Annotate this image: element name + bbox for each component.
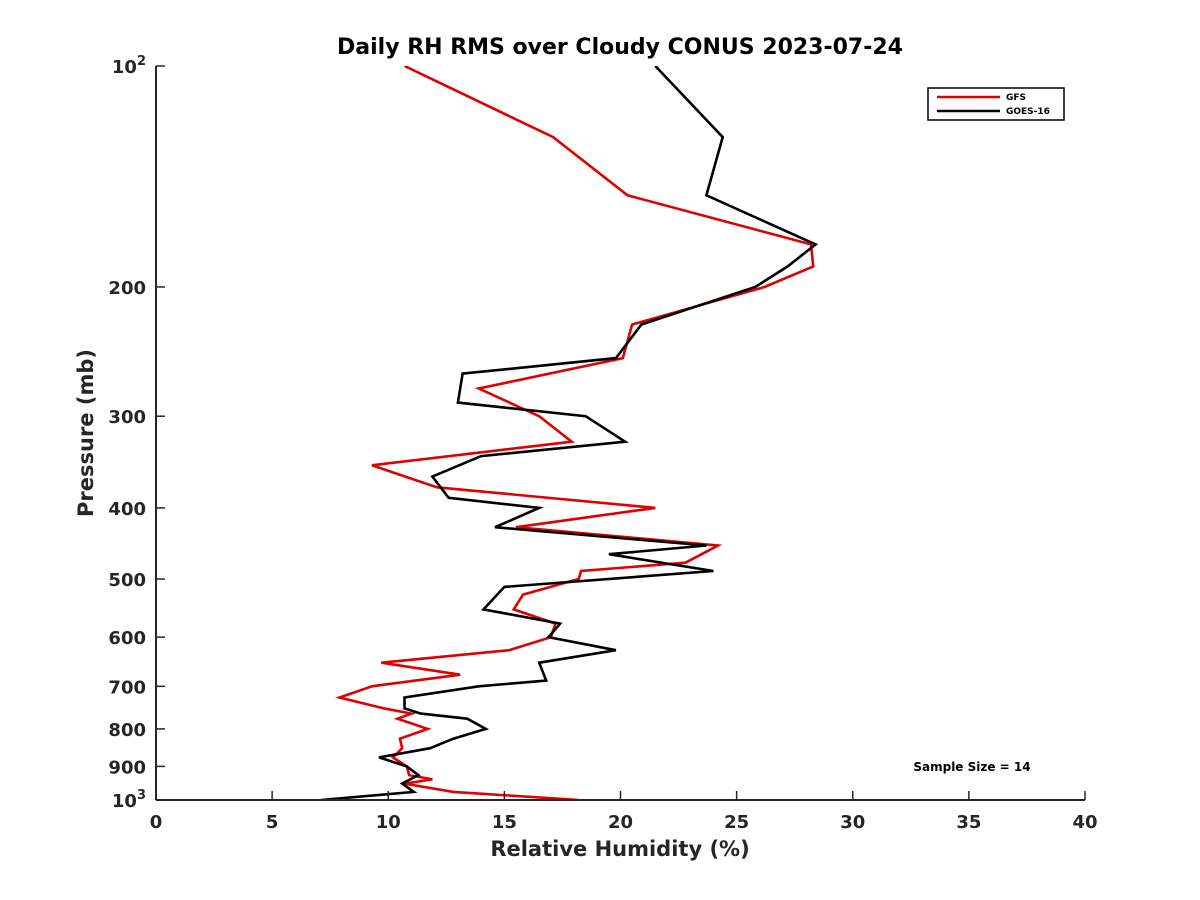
legend-label-gfs: GFS (1006, 93, 1026, 103)
y-axis-ticks: 102 200 300 400 500 600 700 800 900 103 (108, 54, 165, 812)
y-tick-label: 500 (108, 570, 146, 591)
legend-box (927, 87, 1065, 121)
x-axis-ticks: 0 5 10 15 20 25 30 35 40 (150, 791, 1098, 833)
y-tick-label: 200 (108, 278, 146, 299)
series-layer (320, 66, 819, 800)
x-tick-label: 25 (724, 812, 749, 833)
x-tick-label: 15 (492, 812, 517, 833)
legend: GFS GOES-16 (927, 87, 1065, 121)
chart-title: Daily RH RMS over Cloudy CONUS 2023-07-2… (337, 35, 903, 60)
x-tick-label: 0 (150, 812, 163, 833)
y-tick-label: 900 (108, 757, 146, 778)
y-tick-label: 102 (112, 54, 146, 78)
x-tick-label: 30 (840, 812, 865, 833)
x-tick-label: 35 (956, 812, 981, 833)
y-tick-label: 400 (108, 499, 146, 520)
x-tick-label: 20 (608, 812, 633, 833)
x-tick-label: 10 (376, 812, 401, 833)
sample-size-annotation: Sample Size = 14 (913, 760, 1030, 774)
y-tick-label: 103 (112, 788, 146, 812)
series-line-goes-16 (320, 66, 819, 800)
x-axis-label: Relative Humidity (%) (490, 837, 749, 861)
x-tick-label: 5 (266, 812, 279, 833)
y-tick-label: 600 (108, 628, 146, 649)
series-line-gfs (334, 66, 815, 800)
y-tick-label: 800 (108, 720, 146, 741)
y-tick-label: 300 (108, 407, 146, 428)
x-tick-label: 40 (1072, 812, 1097, 833)
legend-label-goes16: GOES-16 (1006, 107, 1050, 117)
y-axis-label: Pressure (mb) (74, 349, 98, 517)
y-tick-label: 700 (108, 677, 146, 698)
